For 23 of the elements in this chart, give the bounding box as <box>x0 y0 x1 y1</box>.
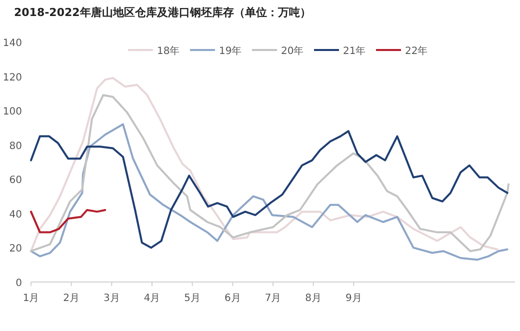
legend-label: 18年 <box>157 45 180 57</box>
x-tick-label: 9月 <box>345 293 362 304</box>
x-tick-label: 2月 <box>63 293 80 304</box>
y-tick-label: 100 <box>2 106 22 118</box>
legend-label: 20年 <box>281 45 304 57</box>
y-tick-label: 60 <box>9 175 22 186</box>
legend-label: 22年 <box>405 45 428 57</box>
y-tick-label: 0 <box>16 278 22 289</box>
x-tick-label: 5月 <box>184 293 201 304</box>
x-tick-label: 3月 <box>103 293 120 304</box>
y-tick-label: 80 <box>9 140 22 152</box>
y-tick-label: 120 <box>2 72 22 84</box>
y-tick-label: 40 <box>9 209 22 220</box>
x-tick-label: 7月 <box>264 293 282 304</box>
x-tick-label: 4月 <box>144 293 160 304</box>
x-tick-label: 6月 <box>224 293 241 304</box>
y-tick-label: 140 <box>2 38 22 49</box>
chart-title: 2018-2022年唐山地区仓库及港口钢坯库存（单位：万吨） <box>14 6 311 19</box>
legend-label: 19年 <box>219 45 242 57</box>
x-tick-label: 8月 <box>305 293 322 304</box>
x-tick-label: 1月 <box>22 293 40 304</box>
y-tick-label: 20 <box>9 244 22 255</box>
legend-label: 21年 <box>343 45 366 57</box>
